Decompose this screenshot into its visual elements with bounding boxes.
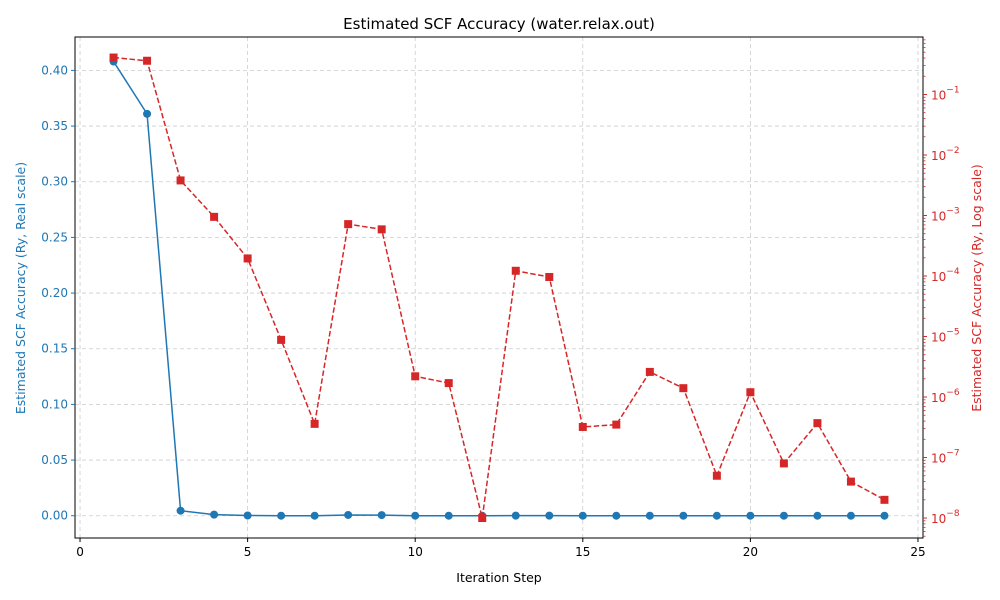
data-point-right <box>511 266 520 275</box>
series-layer <box>109 53 889 523</box>
data-point-right <box>846 477 855 486</box>
data-point-right <box>712 471 721 480</box>
data-point-left <box>712 511 721 520</box>
y-axis-left: 0.00 0.05 0.10 0.15 0.20 0.25 0.30 0.35 0.40 <box>41 63 75 523</box>
data-point-left <box>578 511 587 520</box>
chart-title: Estimated SCF Accuracy (water.relax.out) <box>343 15 655 33</box>
data-point-right <box>344 220 353 229</box>
data-point-left <box>545 511 554 520</box>
data-point-left <box>511 511 520 520</box>
data-point-left <box>310 511 319 520</box>
data-point-right <box>210 212 219 221</box>
data-point-right <box>813 419 822 428</box>
data-point-left <box>679 511 688 520</box>
data-point-left <box>612 511 621 520</box>
data-point-left <box>880 511 889 520</box>
y-axis-left-label: Estimated SCF Accuracy (Ry, Real scale) <box>13 162 28 414</box>
y-left-tick-label: 0.30 <box>41 175 68 189</box>
data-point-right <box>243 254 252 263</box>
data-point-right <box>612 420 621 429</box>
data-point-right <box>779 459 788 468</box>
data-point-right <box>310 419 319 428</box>
y-left-tick-label: 0.35 <box>41 119 68 133</box>
x-tick-label: 0 <box>76 545 84 559</box>
data-point-right <box>109 53 118 62</box>
data-point-left <box>645 511 654 520</box>
data-point-left <box>411 511 420 520</box>
data-point-left <box>210 510 219 519</box>
data-point-right <box>277 335 286 344</box>
plot-frame <box>74 36 924 539</box>
y-left-tick-label: 0.40 <box>41 63 68 77</box>
x-tick-label: 25 <box>910 545 925 559</box>
y-right-tick-label: 10−5 <box>931 328 960 345</box>
data-point-left <box>746 511 755 520</box>
data-point-right <box>880 495 889 504</box>
data-point-left <box>143 109 152 118</box>
y-left-tick-label: 0.05 <box>41 453 68 467</box>
series-line-left <box>112 61 885 517</box>
y-right-tick-label: 10−6 <box>931 388 960 405</box>
data-point-right <box>478 514 487 523</box>
y-axis-right: 10−1 10−2 10−3 10−4 10−5 10−6 10−7 10−8 <box>923 39 960 537</box>
y-right-tick-label: 10−8 <box>931 509 960 526</box>
x-tick-label: 10 <box>408 545 423 559</box>
x-tick-label: 15 <box>575 545 590 559</box>
y-right-tick-label: 10−4 <box>931 267 960 284</box>
y-left-tick-label: 0.10 <box>41 397 68 411</box>
data-point-right <box>143 56 152 65</box>
data-point-left <box>243 511 252 520</box>
data-point-left <box>813 511 822 520</box>
y-right-tick-label: 10−1 <box>931 85 960 102</box>
data-point-left <box>176 506 185 515</box>
data-point-right <box>176 176 185 185</box>
data-point-right <box>679 384 688 393</box>
data-point-right <box>444 379 453 388</box>
x-axis: 0 5 10 15 20 25 <box>76 538 926 559</box>
data-point-right <box>411 372 420 381</box>
data-point-left <box>846 511 855 520</box>
y-right-tick-label: 10−2 <box>931 146 960 163</box>
data-point-right <box>545 272 554 281</box>
data-point-left <box>377 511 386 520</box>
data-point-right <box>746 388 755 397</box>
series-line-right <box>113 56 885 519</box>
grid-lines <box>75 37 923 538</box>
y-axis-right-label: Estimated SCF Accuracy (Ry, Log scale) <box>969 164 984 412</box>
x-tick-label: 5 <box>244 545 252 559</box>
y-right-tick-label: 10−7 <box>931 449 960 466</box>
data-point-right <box>578 422 587 431</box>
y-right-tick-label: 10−3 <box>931 206 960 223</box>
x-tick-label: 20 <box>743 545 758 559</box>
data-point-left <box>444 511 453 520</box>
data-point-left <box>277 511 286 520</box>
y-left-tick-label: 0.25 <box>41 230 68 244</box>
data-point-right <box>377 225 386 234</box>
y-left-tick-label: 0.20 <box>41 286 68 300</box>
data-point-left <box>344 510 353 519</box>
y-left-tick-label: 0.15 <box>41 342 68 356</box>
y-left-tick-label: 0.00 <box>41 509 68 523</box>
data-point-left <box>779 511 788 520</box>
x-axis-label: Iteration Step <box>456 570 542 585</box>
data-point-right <box>645 367 654 376</box>
